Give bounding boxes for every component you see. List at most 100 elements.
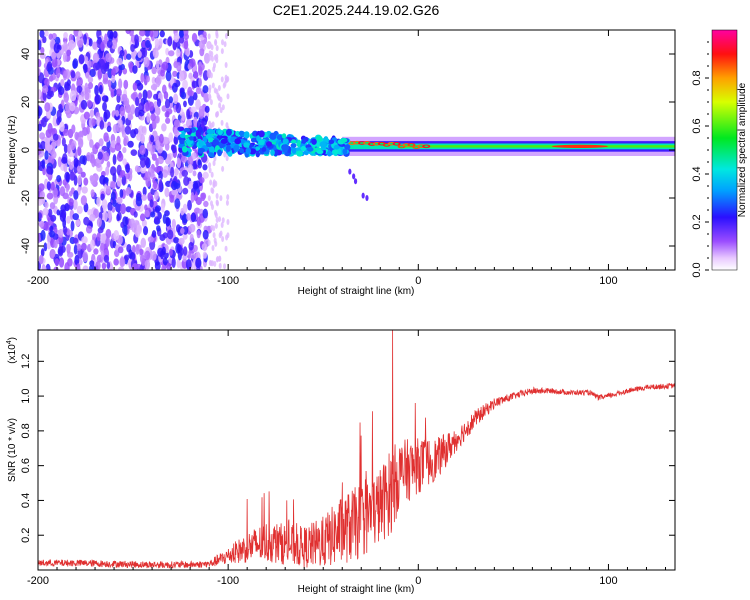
spectrogram-noise-cell xyxy=(73,190,79,200)
spectrogram-noise-cell xyxy=(92,41,98,50)
spectrogram-noise-cell xyxy=(204,52,211,64)
noisy-carrier-cell xyxy=(208,146,215,153)
colorbar-gradient xyxy=(711,29,738,271)
spectrogram-noise-cell xyxy=(156,225,161,232)
spectrogram-noise-cell xyxy=(105,228,112,239)
spectrogram-noise-cell xyxy=(57,86,65,96)
spectrogram-noise-cell xyxy=(221,104,225,111)
spectrogram-noise-cell xyxy=(159,133,164,144)
y-tick-label: 0.8 xyxy=(20,423,32,438)
spectrogram-noise-cell xyxy=(183,100,187,108)
spectrogram-noise-cell xyxy=(154,205,162,212)
noisy-carrier-cell xyxy=(239,148,245,154)
spectrogram-noise-cell xyxy=(73,244,78,255)
spectrogram-noise-cell xyxy=(149,30,154,38)
spectrogram-noise-cell xyxy=(83,63,88,74)
spectrogram-noise-cell xyxy=(131,222,137,233)
spectrogram-noise-cell xyxy=(66,243,71,252)
spectrogram-noise-cell xyxy=(123,79,129,90)
spectrogram-noise-cell xyxy=(112,123,119,134)
spectrogram-noise-cell xyxy=(122,146,127,154)
spectrogram-noise-cell xyxy=(188,72,193,79)
spectrogram-noise-cell xyxy=(218,232,222,239)
spectrogram-noise-cell xyxy=(76,243,82,251)
spectrogram-noise-cell xyxy=(56,209,61,216)
spectrogram-noise-cell xyxy=(225,234,229,241)
spectrogram-noise-cell xyxy=(123,135,129,146)
spectrogram-noise-cell xyxy=(211,121,215,128)
spectrogram-noise-cell xyxy=(189,58,196,68)
colorbar-tick-label: 0.8 xyxy=(691,70,703,85)
spectrogram-noise-cell xyxy=(190,106,197,113)
spectrogram-noise-cell xyxy=(130,149,138,156)
spectrogram-noise-cell xyxy=(75,71,81,79)
spectrogram-noise-cell xyxy=(58,257,65,268)
spectrogram-noise-cell xyxy=(210,44,214,51)
noisy-carrier-cell xyxy=(226,128,232,136)
spectrogram-noise-cell xyxy=(63,31,68,39)
spectrogram-noise-cell xyxy=(82,155,87,166)
spectrogram-noise-cell xyxy=(180,227,185,235)
noisy-carrier-cell xyxy=(195,130,201,138)
spectrogram-noise-cell xyxy=(192,182,199,190)
spectrogram-noise-cell xyxy=(221,165,225,172)
spectrogram-noise-cell xyxy=(210,55,214,62)
spectrogram-noise-cell xyxy=(111,39,118,50)
noisy-carrier-cell xyxy=(207,152,215,157)
spectrogram-noise-cell xyxy=(221,217,225,224)
colorbar-ticks: 0.0 0.2 0.4 0.6 0.8 xyxy=(691,41,709,278)
spectrogram-noise-cell xyxy=(77,146,82,157)
spectrogram-noise-cell xyxy=(125,30,131,35)
spectrogram-noise-cell xyxy=(85,225,93,234)
y-tick-label: 0.2 xyxy=(20,528,32,543)
noisy-carrier-cell xyxy=(207,129,215,134)
spectrogram-noise-cell xyxy=(38,106,43,117)
spectrogram-noise-cell xyxy=(226,76,230,83)
spectrogram-noise-cell xyxy=(225,155,229,162)
spectrogram-noise-cell xyxy=(144,259,151,270)
spectrogram-noise-cell xyxy=(160,202,165,213)
spectrogram-noise-cell xyxy=(226,194,230,201)
noisy-carrier-cell xyxy=(301,138,307,144)
spectrogram-noise-cell xyxy=(77,30,83,38)
spectrogram-noise-cell xyxy=(181,169,189,177)
spectrogram-noise-cell xyxy=(47,208,53,218)
spectrogram-noise-cell xyxy=(80,242,87,251)
spectrogram-noise-cell xyxy=(105,185,111,195)
spectrogram-noise-cell xyxy=(144,156,150,167)
spectrogram-noise-cell xyxy=(211,260,215,267)
spectrogram-noise-cell xyxy=(112,172,117,184)
spectrogram-noise-cell xyxy=(224,245,228,252)
colorbar-label: Normalized spectral amplitude xyxy=(737,82,748,217)
noisy-carrier-cell xyxy=(189,136,194,141)
spectrogram-noise-cell xyxy=(215,217,219,224)
spectrogram-noise-cell xyxy=(164,98,171,109)
spectrogram-noise-cell xyxy=(130,43,135,53)
spectrogram-noise-cell xyxy=(104,33,108,45)
carrier-fragment-core xyxy=(409,143,414,146)
spectrogram-noise-cell xyxy=(151,144,156,153)
spectrogram-noise-cell xyxy=(153,190,159,201)
spectrogram-noise-cell xyxy=(106,161,111,168)
spectrogram-noise-cell xyxy=(46,242,51,250)
spectrogram-noise-cell xyxy=(105,236,110,248)
spectrogram-noise-cell xyxy=(66,215,71,224)
spectrogram-noise-cell xyxy=(195,99,201,110)
spectrogram-marks xyxy=(38,30,675,270)
spectrogram-noise-cell xyxy=(192,170,197,177)
spectrogram-noise-cell xyxy=(77,40,83,48)
spectrogram-noise-cell xyxy=(164,111,170,118)
spectrogram-noise-cell xyxy=(167,229,174,240)
spectrogram-noise-cell xyxy=(168,248,173,256)
spectrogram-noise-cell xyxy=(100,193,105,201)
spectrogram-noise-cell xyxy=(49,202,56,210)
spectrogram-noise-cell xyxy=(63,143,68,154)
spectrogram-noise-cell xyxy=(86,100,93,108)
spectrogram-noise-cell xyxy=(99,175,106,185)
spectrogram-noise-cell xyxy=(107,209,112,219)
spectrogram-noise-cell xyxy=(54,258,60,267)
spectrogram-noise-cell xyxy=(180,155,188,163)
spectrogram-noise-cell xyxy=(52,114,57,124)
spectrogram-noise-cell xyxy=(207,195,211,202)
